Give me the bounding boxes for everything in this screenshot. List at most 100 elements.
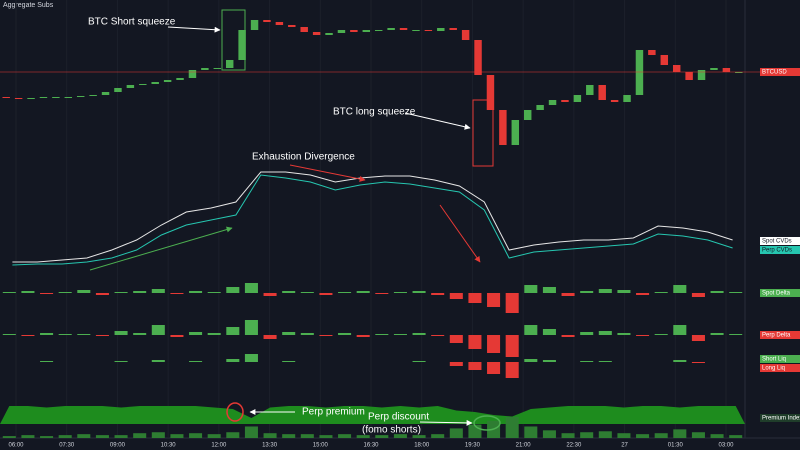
bar [542,329,556,335]
bar [226,432,240,438]
bar [449,335,463,343]
chart-title: Aggregate Subs [3,2,54,9]
bar [710,291,724,293]
candle [486,75,495,110]
liq-bar [691,362,705,363]
liq-bar [542,360,556,362]
candle [275,22,284,25]
legend-tag [760,364,800,372]
squeeze-box [472,99,494,167]
bar [524,325,538,335]
candle [89,95,97,96]
legend-label: Premium Index [762,416,800,422]
candle [561,100,569,102]
arrow [439,204,481,263]
candle [52,97,60,98]
bar [431,293,445,295]
bar [300,333,314,335]
bar [207,333,221,335]
bar [319,293,333,295]
bar [244,283,258,293]
bar [393,292,407,293]
bar [412,291,426,293]
bar [338,292,352,293]
bar [282,434,296,438]
bar [282,332,296,335]
bar [244,320,258,335]
x-tick-label: 15:00 [313,443,329,449]
candle [722,68,731,72]
bar [2,436,16,438]
liq-bar [449,362,463,366]
candle [288,25,296,27]
bar [617,333,631,335]
bar [170,293,184,294]
bar [21,435,35,438]
legend-label: Short Liq [762,357,786,363]
bar [375,334,389,335]
candle [412,30,420,31]
candle [126,85,135,88]
bar [114,331,128,335]
x-tick-label: 13:30 [262,443,278,449]
legend-tag [760,414,800,422]
annotation: (fomo shorts) [362,425,421,436]
x-tick-label: 22:30 [566,443,582,449]
bar [338,333,352,335]
bar [393,434,407,438]
candle [362,30,371,32]
bar [40,436,54,438]
liq-bar [244,354,258,362]
candle [39,97,48,98]
bar [207,434,221,438]
legend-label: Spot CVDs [762,239,792,245]
legend-label: Spot Delta [762,291,791,297]
annotation: Perp premium [302,407,365,418]
bar [300,292,314,293]
annotation: Perp discount [368,412,429,423]
bar [189,332,203,335]
bar [449,428,463,438]
candle [685,72,693,80]
candle [250,20,259,30]
bar [598,431,612,438]
candle [263,20,271,22]
highlight-circle [226,402,244,422]
candle [598,85,606,100]
bar [263,433,277,438]
bar [729,292,743,293]
bar [21,335,35,336]
candle [635,50,644,95]
liq-bar [505,362,519,378]
annotation: Exhaustion Divergence [252,152,355,163]
candle [710,68,718,70]
x-tick-label: 10:30 [161,443,177,449]
bar [95,335,109,336]
candle [437,28,445,31]
liq-bar [40,361,54,362]
liq-bar [282,361,296,362]
bar [487,335,501,353]
bar [729,435,743,438]
bar [617,433,631,438]
bar [561,433,575,438]
liq-bar [226,359,240,362]
bar [542,430,556,438]
liq-bar [189,361,203,362]
bar [654,292,668,293]
bar [95,435,109,438]
bar [580,432,594,438]
legend-tag [760,289,800,297]
x-tick-label: 06:00 [8,443,24,449]
bar [319,335,333,336]
candle [27,98,35,99]
legend-tag [760,331,800,339]
bar [505,335,519,357]
bar [431,434,445,438]
candle [573,95,582,102]
bar [580,291,594,293]
bar [654,433,668,438]
x-tick-label: 01:30 [668,443,684,449]
bar [487,293,501,307]
